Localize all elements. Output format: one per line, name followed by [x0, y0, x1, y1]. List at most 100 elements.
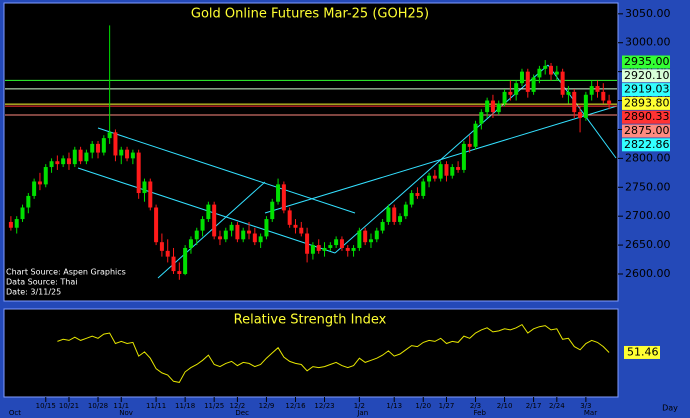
y-tick-label: 3050.00: [625, 7, 671, 20]
candle-body: [554, 71, 559, 75]
candle-body: [281, 184, 286, 211]
candle-body: [247, 230, 252, 234]
candle-body: [514, 83, 519, 95]
candle-body: [479, 112, 484, 124]
candle-body: [339, 239, 344, 248]
month-label: Nov: [119, 409, 133, 417]
price-level-label: 2920.10: [624, 69, 670, 82]
candle-body: [154, 207, 159, 243]
candle-body: [96, 143, 101, 153]
candle-body: [392, 207, 397, 222]
candle-body: [427, 175, 432, 182]
month-label: Feb: [474, 409, 487, 417]
candle-body: [165, 250, 170, 257]
candle-body: [490, 100, 495, 113]
price-level-box: [622, 138, 670, 152]
x-tick-label: 3/3: [580, 402, 591, 410]
x-tick-label: 12/16: [285, 402, 306, 410]
candle-body: [409, 193, 414, 205]
candle-body: [601, 91, 606, 101]
price-level-box: [622, 124, 670, 138]
candle-body: [380, 221, 385, 231]
candle-body: [159, 242, 164, 251]
annotation: Date: 3/11/25: [6, 288, 61, 297]
candle-body: [37, 181, 42, 185]
candle-body: [55, 161, 60, 165]
price-level-box: [622, 69, 670, 83]
candle-body: [299, 227, 304, 234]
candle-body: [560, 71, 565, 95]
x-tick-label: 12/2: [230, 402, 246, 410]
candle-body: [8, 221, 13, 228]
x-tick-label: 1/27: [439, 402, 455, 410]
candle-body: [438, 164, 443, 179]
candle-body: [398, 216, 403, 222]
candle-body: [252, 233, 257, 243]
x-tick-label: 2/3: [470, 402, 481, 410]
candle-body: [78, 149, 83, 162]
x-tick-label: 2/24: [549, 402, 565, 410]
candle-body: [212, 204, 217, 237]
candle-body: [421, 181, 426, 196]
x-tick-label: 11/11: [146, 402, 166, 410]
candle-body: [543, 65, 548, 69]
chart-title: Gold Online Futures Mar-25 (GOH25): [191, 7, 429, 22]
candle-body: [572, 91, 577, 113]
y-tick-label: 2600.00: [625, 267, 671, 280]
x-tick-label: 1/13: [386, 402, 402, 410]
candle-body: [467, 143, 472, 147]
annotation: Data Source: Thai: [6, 278, 77, 287]
candle-body: [177, 271, 182, 274]
candle-body: [432, 175, 437, 179]
candle-body: [363, 230, 368, 243]
candle-body: [113, 132, 118, 156]
price-level-box: [622, 83, 670, 97]
candle-body: [136, 152, 141, 194]
y-tick-label: 2750.00: [625, 180, 671, 193]
candle-body: [119, 149, 124, 156]
price-level-label: 2822.86: [624, 138, 670, 151]
candle-body: [200, 219, 205, 231]
candle-body: [583, 94, 588, 118]
candle-body: [229, 224, 234, 231]
candle-body: [374, 230, 379, 240]
candle-body: [206, 204, 211, 220]
candle-body: [287, 210, 292, 225]
candle-body: [241, 230, 246, 240]
candle-body: [537, 68, 542, 78]
candle-body: [456, 167, 461, 170]
candle-body: [316, 245, 321, 251]
candle-body: [264, 219, 269, 237]
price-level-box: [622, 55, 670, 69]
x-tick-label: 2/17: [526, 402, 542, 410]
candle-body: [328, 245, 333, 248]
candle-body: [368, 239, 373, 243]
indicator-value-box: [624, 345, 660, 359]
candle-body: [351, 247, 356, 251]
annotation: Chart Source: Aspen Graphics: [6, 268, 126, 277]
candle-body: [386, 207, 391, 222]
candle-body: [223, 230, 228, 240]
candle-body: [148, 181, 153, 208]
x-tick-label: 2/10: [497, 402, 513, 410]
candle-body: [508, 91, 513, 95]
candle-body: [345, 247, 350, 251]
month-label: Oct: [9, 409, 21, 417]
x-tick-label: 12/23: [314, 402, 334, 410]
price-level-label: 2875.00: [624, 124, 670, 137]
candle-body: [444, 164, 449, 176]
candle-body: [461, 143, 466, 170]
month-label: Jan: [356, 409, 368, 417]
y-tick-label: 2650.00: [625, 238, 671, 251]
month-label: Dec: [235, 409, 249, 417]
price-level-label: 2893.80: [624, 96, 670, 109]
indicator-value-label: 51.46: [627, 345, 659, 358]
candle-body: [607, 100, 612, 105]
candle-body: [101, 138, 106, 153]
x-tick-label: 11/1: [113, 402, 129, 410]
candle-body: [14, 219, 19, 228]
indicator-panel: [3, 308, 619, 398]
candle-body: [66, 158, 71, 165]
